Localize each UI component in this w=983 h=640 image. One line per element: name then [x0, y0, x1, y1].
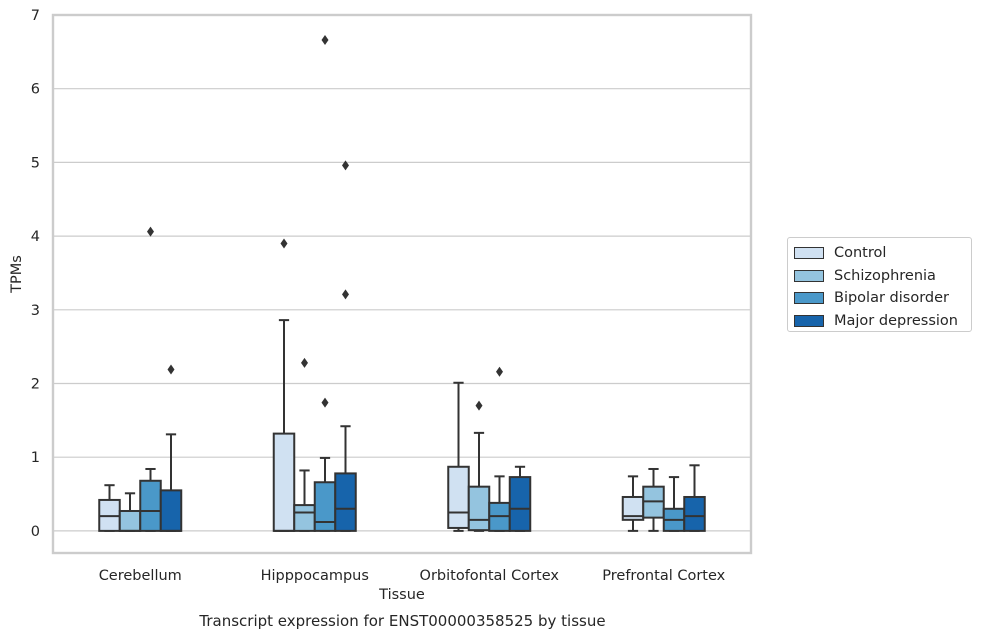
- outlier-point: [321, 397, 329, 408]
- y-tick-label: 7: [31, 8, 40, 24]
- box-major-depression: [159, 489, 183, 532]
- outlier-point: [147, 226, 154, 237]
- outlier-point: [321, 35, 329, 46]
- y-tick-label: 5: [31, 155, 40, 171]
- x-axis-label: Tissue: [378, 587, 425, 603]
- legend-label: Control: [834, 245, 887, 262]
- box-schizophrenia: [118, 509, 142, 532]
- outlier-point: [342, 160, 349, 171]
- outlier-point: [280, 238, 288, 249]
- legend: Control Schizophrenia Bipolar disorder M…: [787, 237, 972, 332]
- legend-swatch-control: [794, 247, 824, 260]
- outlier-point: [496, 366, 503, 377]
- y-tick-label: 1: [31, 450, 40, 466]
- box-schizophrenia: [467, 485, 491, 532]
- box-major-depression: [508, 476, 532, 532]
- x-tick-label: Hipppocampus: [261, 568, 369, 584]
- box-control: [272, 432, 296, 532]
- legend-swatch-schizophrenia: [794, 269, 824, 282]
- legend-swatch-major-depression: [794, 314, 824, 327]
- box-major-depression: [683, 495, 706, 532]
- legend-label: Major depression: [834, 312, 958, 329]
- y-tick-label: 3: [31, 303, 40, 319]
- box-bipolar-disorder: [139, 479, 162, 532]
- y-axis-label: TPMs: [9, 255, 25, 294]
- x-tick-label: Cerebellum: [99, 568, 182, 584]
- legend-label: Schizophrenia: [834, 267, 936, 284]
- y-tick-label: 4: [31, 229, 40, 245]
- outlier-point: [301, 357, 308, 368]
- box-major-depression: [334, 472, 357, 532]
- y-tick-label: 0: [31, 524, 40, 540]
- y-tick-label: 2: [31, 376, 40, 392]
- y-tick-label: 6: [31, 82, 40, 98]
- outlier-point: [475, 400, 483, 411]
- box-bipolar-disorder: [313, 481, 337, 532]
- box-schizophrenia: [293, 504, 316, 532]
- box-control: [447, 465, 470, 529]
- outlier-point: [342, 289, 349, 300]
- x-tick-label: Orbitofontal Cortex: [420, 568, 560, 584]
- legend-item-schizophrenia: Schizophrenia: [794, 265, 971, 288]
- legend-item-major-depression: Major depression: [794, 310, 971, 333]
- chart-caption: Transcript expression for ENST0000035852…: [199, 612, 606, 630]
- legend-swatch-bipolar-disorder: [794, 292, 824, 305]
- plot-frame: [51, 13, 753, 555]
- x-tick-label: Prefrontal Cortex: [602, 568, 725, 584]
- legend-label: Bipolar disorder: [834, 290, 949, 307]
- outlier-point: [167, 364, 175, 375]
- legend-item-bipolar-disorder: Bipolar disorder: [794, 287, 971, 310]
- legend-item-control: Control: [794, 242, 971, 265]
